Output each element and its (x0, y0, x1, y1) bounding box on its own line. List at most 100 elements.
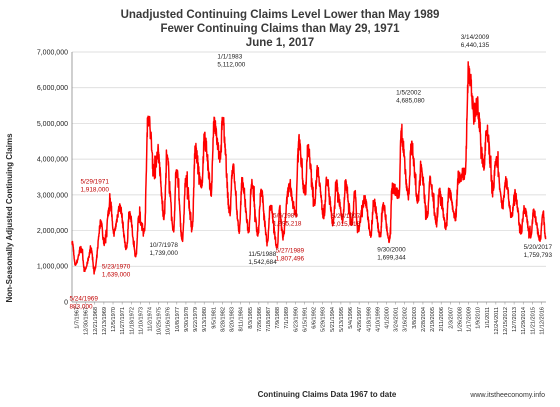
x-tick-label: 1/26/2008 (457, 307, 463, 332)
x-tick-label: 10/25/1975 (157, 307, 163, 335)
x-tick-label: 4/1/2000 (385, 307, 391, 329)
y-tick-label: 0 (64, 299, 68, 306)
x-tick-label: 1/17/2009 (467, 307, 473, 332)
y-tick-label: 4,000,000 (37, 157, 68, 164)
x-tick-label: 4/26/1997 (357, 307, 363, 332)
annotation-date: 5/23/1970 (102, 263, 131, 270)
y-tick-label: 5,000,000 (37, 121, 68, 128)
x-tick-label: 11/2/1974 (148, 307, 154, 331)
x-tick-label: 9/22/1979 (193, 307, 199, 332)
chart-title-line-1: Unadjusted Continuing Claims Level Lower… (121, 9, 440, 21)
x-tick-label: 10/16/1976 (166, 307, 172, 335)
x-tick-label: 9/30/1978 (184, 307, 190, 332)
y-tick-label: 6,000,000 (37, 85, 68, 92)
annotation-date: 11/5/1988 (248, 251, 276, 258)
annotation-date: 1/1/1983 (217, 53, 242, 60)
chart-title-line-2: Fewer Continuing Claims than May 29, 197… (160, 23, 400, 35)
x-tick-label: 6/23/1990 (293, 307, 299, 332)
gridlines (72, 51, 546, 267)
annotation-value: 1,807,496 (276, 255, 305, 262)
annotation-value: 1,542,684 (248, 259, 277, 266)
x-tick-label: 5/29/1993 (321, 307, 327, 332)
x-tick-label: 8/28/1982 (220, 307, 226, 332)
x-tick-label: 2/11/2006 (439, 307, 445, 331)
x-tick-label: 6/6/1992 (312, 307, 318, 329)
annotation-value: 2,015,018 (332, 221, 361, 228)
x-tick-label: 8/11/1984 (239, 307, 245, 331)
annotation-value: 1,699,344 (377, 254, 406, 261)
x-tick-label: 11/18/1972 (129, 307, 135, 335)
y-axis-title: Non-Seasonally Adjusted Continuing Claim… (5, 133, 14, 303)
x-tick-label: 12/15/2012 (503, 307, 509, 335)
annotation-date: 9/30/2000 (377, 246, 406, 253)
annotation-value: 1,995,218 (273, 221, 302, 228)
x-tick-label: 3/16/2002 (403, 307, 409, 332)
x-tick-label: 7/9/1988 (275, 307, 281, 329)
x-tick-label: 1/7/1967 (75, 307, 81, 329)
x-tick-label: 1/1/2011 (485, 307, 491, 328)
x-tick-label: 9/13/1980 (202, 307, 208, 332)
x-tick-label: 4/18/1998 (366, 307, 372, 332)
x-tick-label: 7/1/1989 (284, 307, 290, 329)
y-tick-label: 7,000,000 (37, 49, 68, 56)
chart-title: Unadjusted Continuing Claims Level Lower… (121, 9, 440, 49)
annotation-value: 5,112,000 (217, 61, 245, 68)
x-axis-title: Continuing Claims Data 1967 to date (258, 390, 397, 399)
x-tick-label: 11/29/2014 (521, 307, 527, 335)
annotation-date: 5/24/1997 (332, 213, 361, 220)
annotation-value: 4,685,080 (396, 98, 425, 105)
annotation-date: 5/6/1989 (273, 213, 298, 220)
annotation-value: 883,000 (69, 303, 93, 310)
y-tick-label: 1,000,000 (37, 264, 68, 271)
x-tick-label: 1/9/2010 (476, 307, 482, 329)
x-tick-label: 11/27/1971 (120, 307, 126, 335)
x-tick-label: 11/10/1973 (138, 307, 144, 335)
series-layer (71, 61, 547, 275)
annotation-date: 5/27/1989 (276, 247, 305, 254)
annotation-date: 5/24/1969 (69, 295, 98, 302)
x-tick-label: 8/20/1983 (230, 307, 236, 332)
chart-title-line-3: June 1, 2017 (246, 37, 314, 49)
annotation-date: 1/5/2002 (396, 90, 421, 97)
x-tick-label: 12/13/1969 (102, 307, 108, 335)
x-tick-label: 5/13/1995 (339, 307, 345, 332)
annotation-value: 1,739,000 (149, 250, 178, 257)
x-tick-label: 7/18/1987 (266, 307, 272, 332)
x-tick-label: 5/21/1994 (330, 307, 336, 332)
x-tick-label: 12/21/1968 (93, 307, 99, 335)
x-tick-label: 11/12/2016 (539, 307, 545, 335)
y-tick-label: 3,000,000 (37, 192, 68, 199)
x-tick-label: 7/26/1986 (257, 307, 263, 332)
annotation-value: 1,918,000 (80, 187, 109, 194)
y-tick-label: 2,000,000 (37, 228, 68, 235)
x-tick-label: 11/21/2015 (530, 307, 536, 335)
annotation-date: 5/29/1971 (80, 179, 109, 186)
annotation-value: 6,440,135 (461, 42, 490, 49)
annotation-value: 1,639,000 (102, 271, 131, 278)
claims-line (71, 61, 547, 275)
annotation-date: 3/14/2009 (461, 34, 490, 41)
x-axis-ticks: 1/7/1967 12/30/1967 12/21/1968 12/13/1969 12… (75, 302, 545, 335)
x-tick-label: 10/8/1977 (175, 307, 181, 332)
x-tick-label: 8/3/1985 (248, 307, 254, 329)
x-tick-label: 12/5/1970 (111, 307, 117, 332)
annotation-value: 1,759,793 (524, 252, 553, 259)
x-tick-label: 2/3/2007 (448, 307, 454, 329)
annotation-date: 5/20/2017 (524, 244, 553, 251)
x-tick-label: 12/7/2013 (512, 307, 518, 332)
annotation-date: 10/7/1978 (149, 242, 178, 249)
